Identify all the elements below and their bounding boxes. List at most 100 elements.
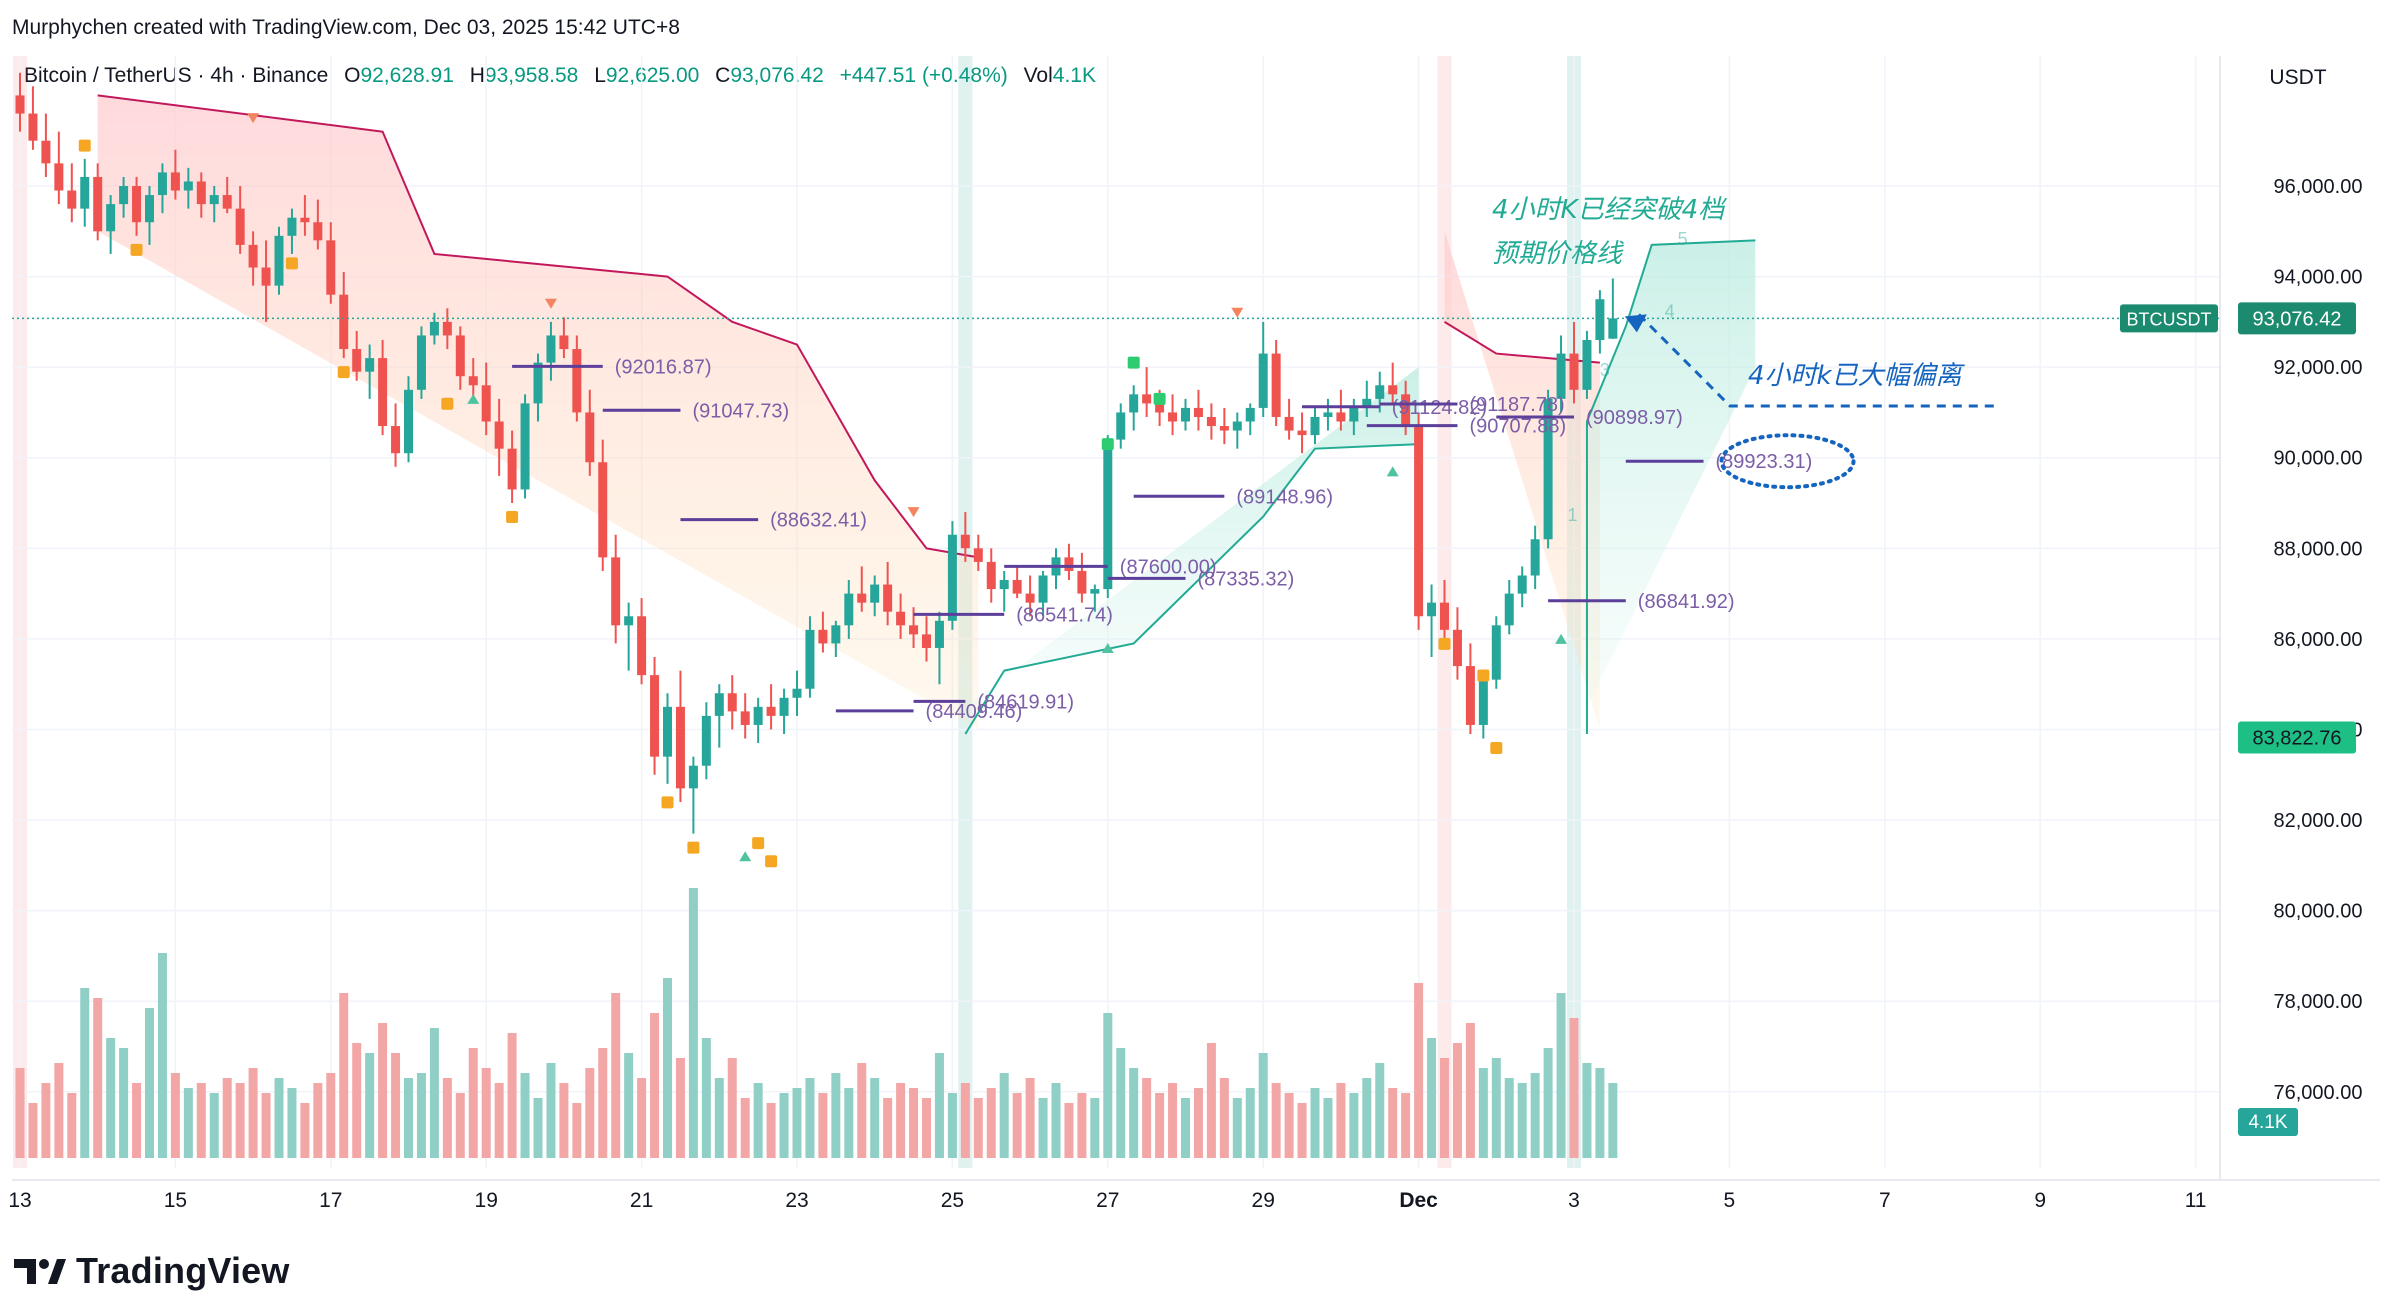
volume-bar <box>352 1043 362 1158</box>
open-label: O <box>344 64 361 87</box>
pivot-marker <box>337 366 350 379</box>
volume-bar <box>1168 1083 1178 1158</box>
low-label: L <box>594 64 606 87</box>
band-level-number: 4 <box>1665 301 1675 321</box>
candle-layer <box>15 72 1618 834</box>
last-price-tag: 93,076.42 <box>2253 308 2342 330</box>
candle-body <box>1219 426 1229 431</box>
candle-body <box>947 534 957 621</box>
volume-bar <box>404 1078 413 1158</box>
candle-body <box>1168 412 1178 422</box>
sell-signal-icon <box>907 507 920 518</box>
candle-body <box>1478 679 1488 725</box>
volume-bar <box>973 1098 983 1158</box>
candle-body <box>1491 625 1501 680</box>
candle-body <box>468 376 478 386</box>
candle-body <box>1103 439 1113 590</box>
candle-body <box>611 557 621 626</box>
candle-body <box>209 195 219 205</box>
candle-body <box>1129 394 1139 413</box>
volume-bar <box>753 1083 763 1158</box>
volume-bar <box>1142 1078 1152 1158</box>
candle-body <box>986 561 996 590</box>
buy-signal-icon <box>467 393 480 404</box>
arrow-head-icon <box>1624 314 1647 333</box>
trend-band-fill <box>965 367 1419 735</box>
volume-bar <box>1608 1083 1618 1158</box>
candle-body <box>1388 385 1398 395</box>
high-label: H <box>469 64 485 87</box>
candle-body <box>365 358 375 372</box>
volume-bar <box>261 1093 271 1158</box>
time-tick-label: 17 <box>319 1189 342 1212</box>
candle-body <box>714 693 724 716</box>
time-tick-label: 11 <box>2185 1189 2207 1212</box>
volume-bar <box>391 1053 401 1158</box>
volume-bar <box>416 1073 426 1158</box>
annotation-target-line: 预期价格线 <box>1492 239 1625 269</box>
volume-bar <box>663 978 672 1158</box>
candle-body <box>481 385 491 422</box>
candle-body <box>1608 318 1618 339</box>
candle-body <box>235 208 245 245</box>
volume-bar <box>1025 1078 1035 1158</box>
candle-body <box>559 335 569 350</box>
volume-bar <box>1155 1093 1165 1158</box>
volume-bar <box>274 1078 284 1158</box>
candle-body <box>909 625 919 635</box>
candle-body <box>1245 407 1255 422</box>
candle-body <box>818 629 828 644</box>
candle-body <box>805 629 815 689</box>
candle-body <box>844 593 854 626</box>
tradingview-logo[interactable]: TradingView <box>14 1250 290 1292</box>
pivot-marker <box>1101 438 1114 451</box>
candle-body <box>1530 539 1540 576</box>
secondary-price-tag-bg <box>2238 721 2356 754</box>
time-tick-label: 13 <box>8 1189 31 1212</box>
candle-body <box>261 267 271 286</box>
volume-bar <box>494 1083 504 1158</box>
volume-bar <box>559 1083 569 1158</box>
volume-bar <box>637 1078 647 1158</box>
candle-body <box>300 217 310 223</box>
currency-selector[interactable]: USDT <box>2269 66 2327 89</box>
candle-body <box>429 321 439 336</box>
candle-body <box>287 217 297 236</box>
high-value: 93,958.58 <box>484 64 579 87</box>
candle-body <box>520 403 530 490</box>
pivot-marker <box>1438 637 1451 650</box>
pivot-marker <box>130 243 143 256</box>
candle-body <box>624 616 634 626</box>
candle-body <box>1271 353 1281 417</box>
candle-body <box>857 593 867 603</box>
candle-body <box>1465 666 1475 725</box>
volume-bar <box>960 1083 970 1158</box>
candle-body <box>779 697 789 716</box>
candle-body <box>896 611 906 626</box>
target-level-label: (90898.97) <box>1586 407 1683 429</box>
target-level-label: (87335.32) <box>1198 568 1295 590</box>
volume-bar <box>844 1088 854 1158</box>
pivot-marker <box>285 257 298 270</box>
sell-signal-icon <box>1231 307 1244 318</box>
candle-body <box>248 244 258 268</box>
candle-body <box>1401 394 1411 427</box>
buy-signal-icon <box>1555 633 1568 644</box>
volume-bar <box>1064 1103 1074 1158</box>
candle-body <box>1090 589 1100 594</box>
buy-signal-icon <box>1386 466 1399 477</box>
volume-bar <box>1193 1088 1203 1158</box>
candle-body <box>80 176 90 209</box>
close-label: C <box>715 64 731 87</box>
volume-label: Vol <box>1023 64 1053 87</box>
candle-body <box>119 186 129 205</box>
time-tick-label: 27 <box>1096 1189 1119 1212</box>
time-tick-label: 5 <box>1724 1189 1736 1212</box>
pivot-marker <box>1127 356 1140 369</box>
volume-bar <box>1349 1093 1359 1158</box>
candle-body <box>1336 412 1346 422</box>
volume-bar <box>106 1038 116 1158</box>
candle-body <box>1206 416 1216 427</box>
volume-bar <box>196 1083 206 1158</box>
